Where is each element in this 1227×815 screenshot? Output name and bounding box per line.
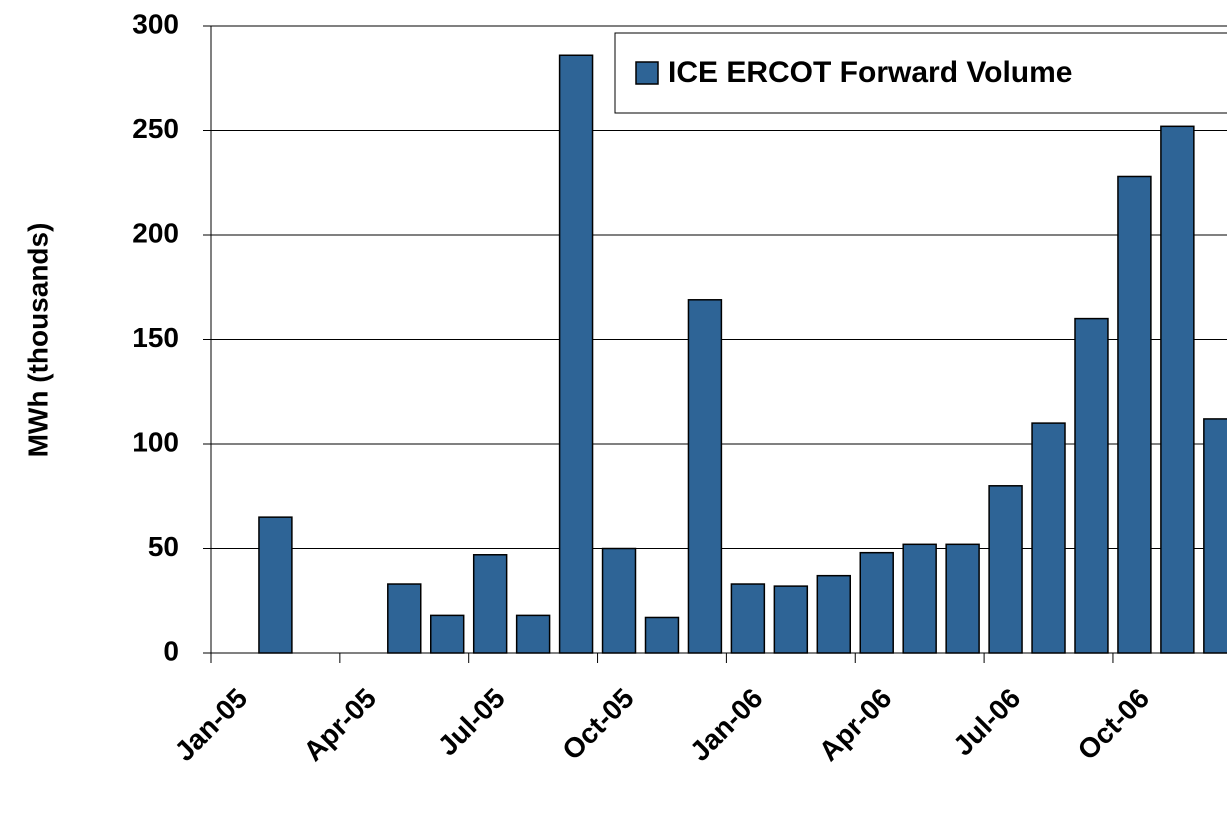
bar [387,583,422,654]
x-tick-label: Apr-05 [297,682,382,767]
bar [1203,418,1227,654]
bar [730,583,766,654]
y-tick-label: 100 [132,426,179,457]
x-tick-label: Jul-06 [947,682,1026,761]
bar [945,543,980,654]
bar [1031,422,1066,654]
legend-swatch [635,61,659,85]
y-tick-label: 300 [132,8,179,39]
y-tick-label: 150 [132,322,179,353]
x-tick-label: Jan-06 [684,682,769,767]
bar [644,616,680,654]
bar [430,614,465,654]
x-tick-label: Apr-06 [813,682,898,767]
bar [1074,317,1109,654]
bar [816,574,851,654]
bar [773,585,809,654]
bar [558,54,594,654]
bar [988,485,1023,654]
y-tick-label: 250 [132,113,179,144]
bar [687,299,723,654]
bar [601,547,637,654]
x-tick-label: Oct-06 [1072,682,1156,766]
x-tick-label: Jul-05 [432,682,511,761]
bar [1117,175,1152,654]
y-tick-label: 200 [132,217,179,248]
y-axis-label: MWh (thousands) [22,223,53,458]
y-tick-label: 50 [148,531,179,562]
legend-box [614,32,1227,114]
x-tick-label: Jan-05 [169,682,254,767]
bar [515,614,551,654]
legend-label: ICE ERCOT Forward Volume [668,56,1073,89]
bar [258,516,293,654]
bar [859,551,894,654]
x-tick-label: Oct-05 [556,682,640,766]
y-tick-label: 0 [163,635,179,666]
bar [902,543,937,654]
bar [472,554,508,654]
bar [1160,125,1195,654]
